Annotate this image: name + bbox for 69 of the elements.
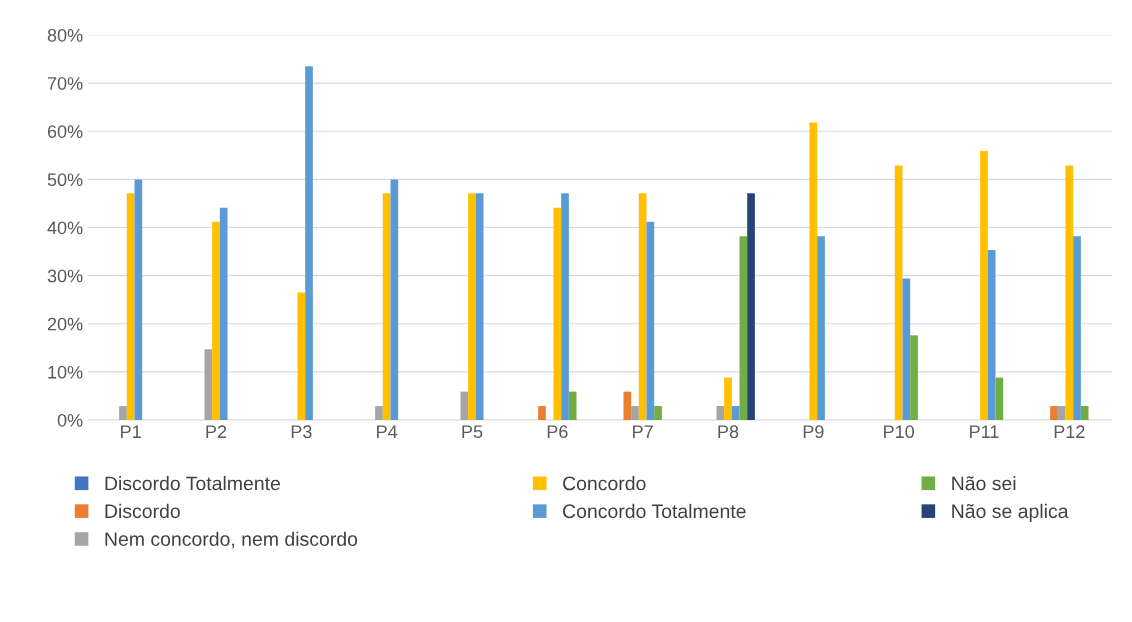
bar <box>747 193 755 420</box>
y-tick-label: 40% <box>47 221 83 235</box>
bar <box>134 179 143 420</box>
y-tick-label: 0% <box>57 413 83 427</box>
legend-label: Não se aplica <box>952 503 1069 522</box>
bar <box>910 335 918 420</box>
bar <box>561 193 569 420</box>
bar <box>297 292 306 420</box>
bar <box>980 150 988 420</box>
bar <box>1050 406 1058 420</box>
bar <box>126 193 135 420</box>
bar <box>724 377 732 420</box>
bar <box>894 165 903 420</box>
bar <box>1080 406 1089 420</box>
y-tick-label: 50% <box>47 173 83 187</box>
bar <box>631 406 639 420</box>
bar <box>1065 165 1074 420</box>
bar <box>538 406 546 420</box>
bar <box>119 406 127 420</box>
bar <box>995 377 1004 420</box>
bar <box>987 250 996 420</box>
x-tick-label: P2 <box>206 425 227 438</box>
bar <box>212 221 220 420</box>
bar <box>460 391 469 420</box>
legend-label: Discordo <box>105 503 180 519</box>
legend-label: Não sei <box>952 476 1016 491</box>
bar <box>553 207 562 420</box>
x-tick-label: P5 <box>462 425 483 439</box>
legend-label: Nem concordo, nem discordo <box>105 531 358 549</box>
bar <box>390 179 399 420</box>
bar <box>739 236 748 420</box>
y-tick-label: 60% <box>47 125 83 138</box>
legend-label: Concordo Totalmente <box>563 503 746 519</box>
y-tick-label: 70% <box>47 77 83 90</box>
y-tick-label: 10% <box>48 365 83 379</box>
bar <box>305 66 313 420</box>
bar <box>623 391 632 420</box>
bar <box>375 406 383 420</box>
bar <box>1073 236 1081 420</box>
bar <box>902 278 911 420</box>
bar <box>219 207 228 420</box>
x-tick-label: P6 <box>547 425 568 439</box>
bar <box>468 193 476 420</box>
bar <box>817 236 825 420</box>
bar <box>204 349 213 420</box>
bar <box>809 122 818 420</box>
bar <box>716 406 725 420</box>
x-tick-label: P11 <box>970 425 999 438</box>
x-tick-label: P8 <box>718 425 739 439</box>
bar <box>638 193 647 420</box>
bar <box>1057 406 1066 420</box>
legend-label: Discordo Totalmente <box>105 476 280 491</box>
y-tick-label: 30% <box>47 269 83 283</box>
x-tick-label: P1 <box>121 425 141 438</box>
x-tick-label: P7 <box>633 425 653 438</box>
y-tick-label: 20% <box>47 317 83 331</box>
bar <box>475 193 484 420</box>
bar <box>646 221 655 420</box>
bar <box>568 391 577 420</box>
x-tick-label: P4 <box>377 425 398 438</box>
x-tick-label: P3 <box>291 425 312 439</box>
bar <box>731 406 740 420</box>
bar <box>382 193 391 420</box>
x-tick-label: P12 <box>1054 425 1085 438</box>
x-tick-label: P10 <box>884 425 915 439</box>
legend-label: Concordo <box>563 476 646 491</box>
x-tick-label: P9 <box>803 425 824 439</box>
y-tick-label: 80% <box>47 28 83 42</box>
bar <box>654 406 662 420</box>
